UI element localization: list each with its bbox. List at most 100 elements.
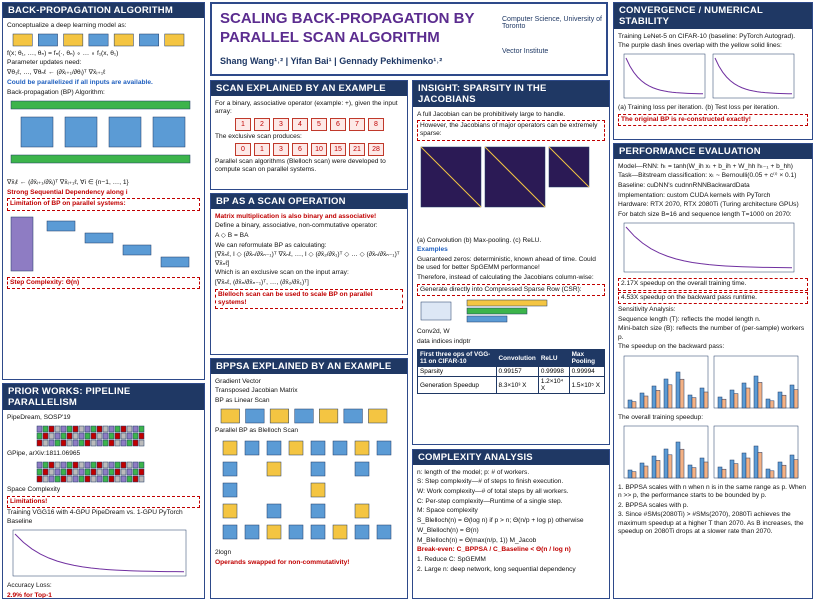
scan-cell: 0: [235, 143, 251, 157]
text-line: Which is an exclusive scan on the input …: [215, 269, 349, 277]
bar: [655, 389, 661, 408]
section-body: For a binary, associative operator (exam…: [211, 96, 407, 178]
section-title: BPPSA EXPLAINED BY AN EXAMPLE: [211, 359, 407, 374]
node: [310, 483, 326, 498]
figure-grid: [36, 461, 145, 483]
bar: [729, 389, 735, 408]
text-line: 1. BPPSA scales with n when n is in the …: [618, 483, 807, 500]
bar: [679, 448, 685, 479]
cell: [114, 425, 121, 432]
cell: [60, 468, 67, 476]
section: BPPSA EXPLAINED BY AN EXAMPLE Gradient Ve…: [210, 358, 408, 599]
bar: [699, 457, 705, 479]
cell: [78, 439, 85, 446]
cell: [132, 439, 139, 446]
cell: [126, 461, 133, 469]
text-line: A ◇ B = BA: [215, 231, 249, 239]
text-line: Implementation: custom CUDA kernels with…: [618, 191, 771, 199]
section-title: COMPLEXITY ANALYSIS: [413, 450, 609, 465]
cell: [120, 425, 127, 432]
layer: [108, 116, 142, 148]
scan-cell: 1: [254, 143, 270, 157]
csr-array: [466, 299, 548, 307]
series: [714, 58, 793, 95]
cell: [108, 468, 115, 476]
text-line: The speedup on the backward pass:: [618, 343, 725, 351]
text-line: C: Per-step complexity—Runtime of a sing…: [417, 497, 563, 505]
block: [269, 408, 289, 424]
section: INSIGHT: SPARSITY IN THE JACOBIANS A full…: [412, 80, 610, 445]
section-body: Training LeNet-5 on CIFAR-10 (baseline: …: [614, 29, 812, 130]
bar: [741, 452, 747, 479]
section: CONVERGENCE / NUMERICAL STABILITY Trainin…: [613, 2, 813, 140]
bar: [627, 469, 633, 479]
scan-cell: 6: [330, 117, 346, 131]
text-line: Examples: [417, 246, 448, 254]
table-cell: 1.5×10⁵ X: [568, 376, 606, 395]
bar: [643, 395, 649, 408]
text-line: M_Blelloch(n) = Θ(max(n/p, 1)) M_Jacob: [417, 536, 537, 544]
cell: [48, 475, 55, 483]
bar: [769, 470, 775, 479]
cell: [138, 461, 145, 469]
time-arrow: [10, 216, 34, 271]
cell: [54, 475, 61, 483]
cell: [126, 432, 133, 439]
backward-arrow: [10, 154, 191, 164]
text-line: ∇x̄ᵢℓ ← (∂x̄ᵢ₊₁/∂x̄ᵢ)ᵀ ∇x̄ᵢ₊₁ℓ, ∀i ∈ {n−…: [7, 178, 129, 186]
cell: [132, 468, 139, 476]
bar: [655, 459, 661, 479]
node: [354, 504, 370, 519]
section-body: Conceptualize a deep learning model as: f…: [3, 18, 204, 292]
cell: [120, 432, 127, 439]
table-cell: Max Pooling: [568, 349, 606, 368]
op-box: [420, 301, 452, 321]
section-body: n: length of the model; p: # of workers.…: [413, 465, 609, 578]
authors: Shang Wang¹˒² | Yifan Bai¹ | Gennady Pek…: [220, 56, 443, 66]
bar: [753, 445, 759, 479]
block: [319, 408, 339, 424]
cell: [36, 425, 43, 432]
bar: [789, 384, 795, 408]
block: [12, 33, 33, 46]
node: [266, 525, 282, 540]
series: [14, 533, 185, 573]
cell: [48, 425, 55, 432]
bar: [793, 388, 799, 408]
section: COMPLEXITY ANALYSIS n: length of the mode…: [412, 449, 610, 599]
layer: [20, 116, 54, 148]
plot-area: [623, 223, 795, 273]
text-line: 2.17X speedup on the overall training ti…: [618, 278, 808, 291]
block: [294, 408, 314, 424]
text-line: S_Blelloch(n) = Θ(log n) if p > n; Θ(n/p…: [417, 517, 584, 525]
text-line: Break-even: C_BPPSA / C_Baseline < Θ(n /…: [417, 546, 571, 554]
cell: [96, 432, 103, 439]
block: [88, 33, 109, 46]
text-line: The purple dash lines overlap with the y…: [618, 42, 782, 50]
bar: [651, 455, 657, 479]
cell: [90, 439, 97, 446]
text-line: 3. Since #SMs(2080Ti) > #SMs(2070), 2080…: [618, 511, 804, 535]
text-line: Matrix multiplication is also binary and…: [215, 212, 377, 220]
node: [266, 441, 282, 456]
cell: [102, 439, 109, 446]
text-line: M: Space complexity: [417, 507, 478, 515]
figure-bars: [623, 355, 799, 408]
section-title: BACK-PROPAGATION ALGORITHM: [3, 3, 204, 18]
cell: [102, 425, 109, 432]
section-title: CONVERGENCE / NUMERICAL STABILITY: [614, 3, 812, 29]
bar: [741, 382, 747, 408]
text-line: n: length of the model; p: # of workers.: [417, 468, 530, 476]
text-line: For a binary, associative operator (exam…: [215, 99, 398, 115]
cell: [60, 475, 67, 483]
cell: [96, 439, 103, 446]
bar: [699, 387, 705, 408]
table-cell: 8.3×10³ X: [495, 376, 539, 395]
text-line: Back-propagation (BP) Algorithm:: [7, 88, 105, 96]
layer: [64, 116, 98, 148]
section-body: Model—RNN: hₜ = tanh(W_ih xₜ + b_ih + W_…: [614, 159, 812, 540]
cell: [84, 461, 91, 469]
diagonal: [548, 146, 590, 188]
cell: [54, 432, 61, 439]
cell: [78, 475, 85, 483]
